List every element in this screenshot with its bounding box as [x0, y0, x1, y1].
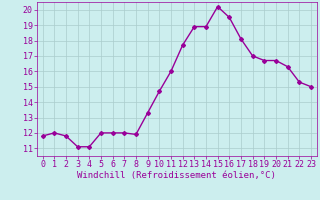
X-axis label: Windchill (Refroidissement éolien,°C): Windchill (Refroidissement éolien,°C)	[77, 171, 276, 180]
